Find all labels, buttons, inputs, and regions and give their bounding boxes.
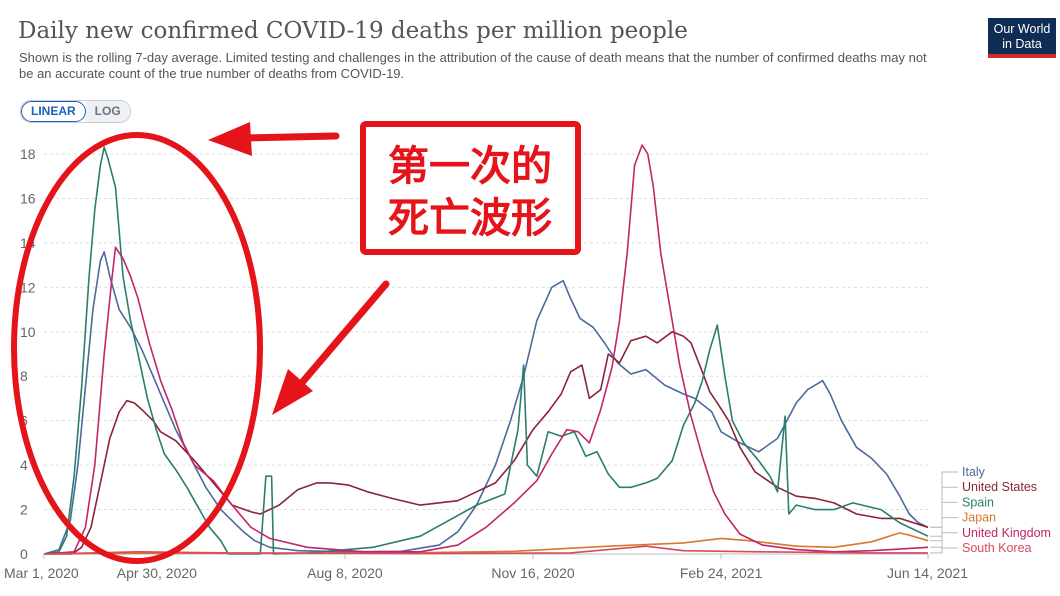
scale-toggle: LINEAR LOG xyxy=(20,100,131,123)
x-tick-label: Aug 8, 2020 xyxy=(307,565,383,581)
series-line-united-states[interactable] xyxy=(44,331,929,555)
series-line-italy[interactable] xyxy=(43,251,929,555)
legend-label-italy[interactable]: Italy xyxy=(962,465,986,479)
y-tick-label: 18 xyxy=(20,146,36,162)
y-tick-label: 8 xyxy=(20,368,28,384)
x-tick-label: Apr 30, 2020 xyxy=(117,565,197,581)
x-tick-label: Feb 24, 2021 xyxy=(680,565,763,581)
legend-connector xyxy=(930,532,958,548)
legend-label-united-kingdom[interactable]: United Kingdom xyxy=(962,526,1051,540)
legend-connector xyxy=(930,501,958,537)
annotation-text-line-1: 第一次的 xyxy=(388,142,552,190)
y-tick-label: 2 xyxy=(20,502,28,518)
chart-subtitle: Shown is the rolling 7-day average. Limi… xyxy=(19,50,927,81)
arrow-left-icon xyxy=(208,122,340,156)
linear-scale-button[interactable]: LINEAR xyxy=(21,101,86,122)
y-tick-label: 0 xyxy=(20,546,28,562)
series-line-united-kingdom[interactable] xyxy=(43,144,929,555)
logo-line-2: in Data xyxy=(1002,37,1042,51)
chart-series xyxy=(43,144,929,555)
legend-connector xyxy=(930,486,958,528)
legend-connector xyxy=(930,547,958,554)
legend-label-south-korea[interactable]: South Korea xyxy=(962,541,1032,555)
x-tick-label: Jun 14, 2021 xyxy=(887,565,968,581)
legend-label-united-states[interactable]: United States xyxy=(962,480,1037,494)
owid-logo[interactable]: Our World in Data xyxy=(988,18,1056,58)
legend-label-spain[interactable]: Spain xyxy=(962,495,994,509)
arrow-down-left-icon xyxy=(272,280,390,415)
y-tick-label: 16 xyxy=(20,190,36,206)
y-tick-label: 10 xyxy=(20,324,36,340)
chart-title: Daily new confirmed COVID-19 deaths per … xyxy=(18,18,688,44)
legend-label-japan[interactable]: Japan xyxy=(962,511,996,525)
y-tick-label: 12 xyxy=(20,279,36,295)
x-tick-label: Nov 16, 2020 xyxy=(491,565,574,581)
log-scale-button[interactable]: LOG xyxy=(85,101,130,122)
legend-connector xyxy=(930,471,958,528)
x-tick-label: Mar 1, 2020 xyxy=(4,565,79,581)
legend-connector xyxy=(930,517,958,542)
y-tick-label: 4 xyxy=(20,457,28,473)
annotation-text-line-2: 死亡波形 xyxy=(388,194,552,242)
annotation-ellipse xyxy=(11,132,263,564)
logo-line-1: Our World xyxy=(993,22,1051,36)
series-line-south-korea[interactable] xyxy=(43,545,928,555)
annotation-overlay: 第一次的 死亡波形 xyxy=(11,121,581,564)
series-line-spain[interactable] xyxy=(43,146,929,555)
annotation-box xyxy=(360,121,581,255)
